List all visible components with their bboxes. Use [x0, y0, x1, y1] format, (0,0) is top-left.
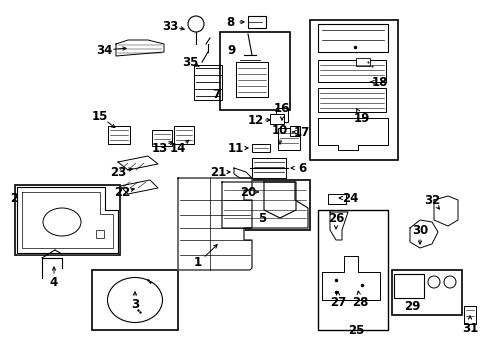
- Bar: [317, 88, 385, 112]
- Bar: [309, 20, 397, 160]
- Text: 15: 15: [92, 109, 108, 122]
- Polygon shape: [264, 182, 295, 218]
- Bar: [194, 65, 222, 100]
- Bar: [289, 126, 299, 136]
- Text: 27: 27: [329, 296, 346, 309]
- Text: 10: 10: [271, 123, 287, 136]
- Text: 30: 30: [411, 224, 427, 237]
- Text: 32: 32: [423, 194, 439, 207]
- Bar: [251, 158, 285, 178]
- Text: 25: 25: [347, 324, 364, 337]
- Bar: [317, 24, 387, 52]
- Text: 26: 26: [327, 211, 344, 225]
- Bar: [391, 270, 461, 315]
- Bar: [92, 270, 178, 330]
- Text: 7: 7: [211, 87, 220, 100]
- Text: 11: 11: [227, 141, 244, 154]
- Polygon shape: [317, 118, 387, 150]
- Text: 34: 34: [96, 44, 112, 57]
- Bar: [236, 62, 267, 97]
- Text: 12: 12: [247, 113, 264, 126]
- Text: 23: 23: [110, 166, 126, 179]
- Bar: [327, 194, 346, 204]
- Text: 9: 9: [227, 44, 236, 57]
- Bar: [355, 58, 369, 66]
- Bar: [220, 32, 289, 110]
- Polygon shape: [409, 220, 437, 248]
- Bar: [108, 126, 130, 144]
- Text: 29: 29: [403, 300, 419, 312]
- Polygon shape: [116, 40, 163, 56]
- Text: 33: 33: [162, 19, 178, 32]
- Text: 2: 2: [10, 192, 18, 204]
- Bar: [152, 130, 172, 146]
- Polygon shape: [120, 180, 158, 194]
- Polygon shape: [234, 168, 251, 178]
- Text: 28: 28: [351, 296, 367, 309]
- Text: 24: 24: [341, 192, 357, 204]
- Text: 35: 35: [182, 55, 198, 68]
- Polygon shape: [17, 187, 118, 253]
- Text: 18: 18: [371, 76, 387, 89]
- Bar: [317, 210, 387, 330]
- Bar: [463, 306, 475, 324]
- Text: 21: 21: [209, 166, 225, 179]
- Text: 17: 17: [293, 126, 309, 139]
- Text: 3: 3: [131, 298, 139, 311]
- Bar: [393, 274, 423, 298]
- Bar: [278, 128, 299, 150]
- Polygon shape: [433, 196, 457, 226]
- Bar: [275, 108, 287, 122]
- Text: 16: 16: [273, 102, 289, 114]
- Bar: [15, 185, 120, 255]
- Bar: [220, 180, 309, 230]
- Bar: [247, 16, 265, 28]
- Polygon shape: [118, 156, 158, 170]
- Bar: [251, 144, 269, 152]
- Text: 14: 14: [169, 141, 186, 154]
- Bar: [174, 126, 194, 144]
- Text: 6: 6: [297, 162, 305, 175]
- Text: 8: 8: [225, 15, 234, 28]
- Polygon shape: [321, 256, 379, 300]
- Text: 22: 22: [114, 185, 130, 198]
- Text: 20: 20: [240, 185, 256, 198]
- Bar: [317, 60, 385, 82]
- Polygon shape: [178, 178, 251, 270]
- Text: 31: 31: [461, 321, 477, 334]
- Text: 13: 13: [152, 141, 168, 154]
- Polygon shape: [222, 182, 307, 228]
- Bar: [96, 230, 104, 238]
- Text: 5: 5: [257, 211, 265, 225]
- Bar: [269, 114, 284, 124]
- Text: 4: 4: [50, 276, 58, 289]
- Text: 19: 19: [353, 112, 369, 125]
- Text: 1: 1: [194, 256, 202, 270]
